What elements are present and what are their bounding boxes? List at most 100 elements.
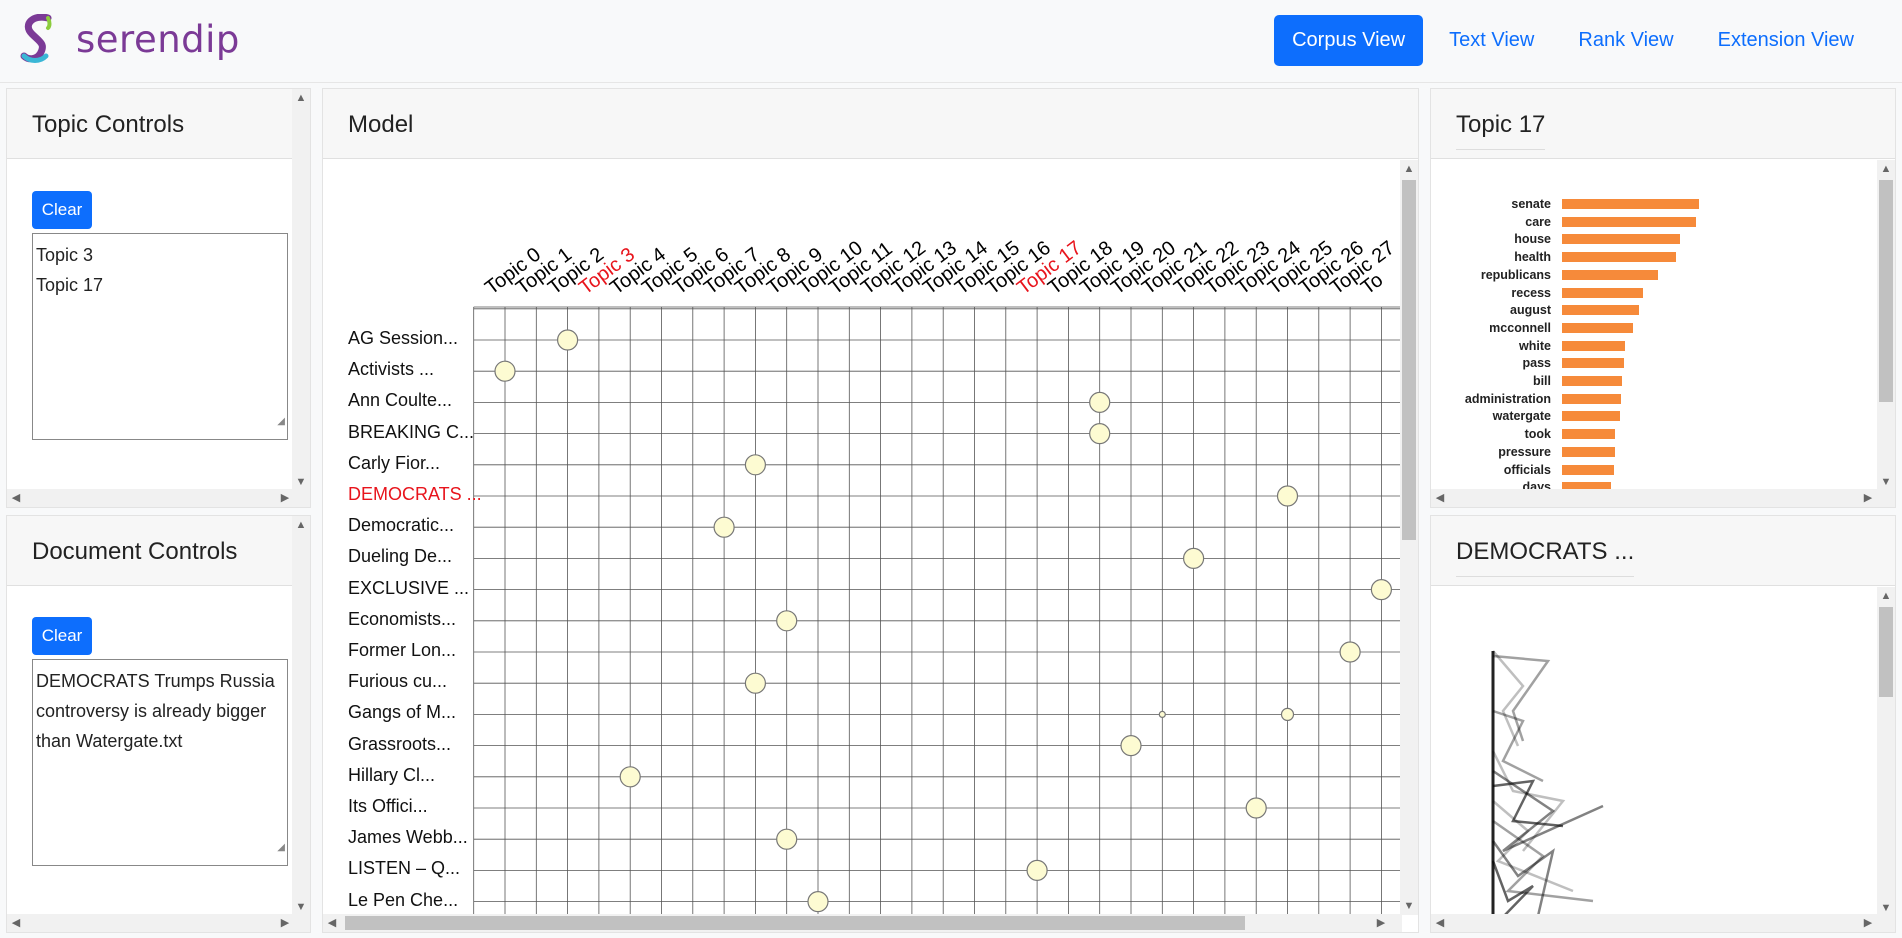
horizontal-scrollbar[interactable]: ◀ ▶: [323, 914, 1402, 932]
document-topic-lines[interactable]: [1431, 587, 1877, 917]
scroll-left-icon[interactable]: ◀: [11, 492, 21, 504]
topic-word-bar[interactable]: [1562, 305, 1639, 316]
tab-text-view[interactable]: Text View: [1449, 29, 1535, 51]
resize-handle-icon[interactable]: ◢: [277, 416, 285, 427]
topic-proportion-circle[interactable]: [1339, 641, 1361, 663]
scroll-right-icon[interactable]: ▶: [280, 492, 290, 504]
scroll-up-icon[interactable]: ▲: [1880, 163, 1892, 175]
scroll-thumb[interactable]: [1879, 607, 1893, 697]
scroll-down-icon[interactable]: ▼: [295, 901, 307, 913]
scroll-down-icon[interactable]: ▼: [1880, 902, 1892, 914]
topic-word-bar[interactable]: [1562, 269, 1658, 280]
scroll-left-icon[interactable]: ◀: [1435, 492, 1445, 504]
horizontal-scrollbar[interactable]: ◀ ▶: [1431, 914, 1895, 932]
topic-word-bar[interactable]: [1562, 376, 1623, 386]
topic-proportion-circle[interactable]: [1158, 710, 1166, 719]
document-row-label[interactable]: Economists...: [348, 608, 457, 629]
document-row-label[interactable]: BREAKING C...: [348, 421, 475, 442]
selected-topics-textarea[interactable]: Topic 3 Topic 17 ◢: [32, 233, 288, 440]
brand[interactable]: serendip: [20, 14, 240, 64]
topic-word-bar[interactable]: [1562, 199, 1699, 209]
topic-word-bar[interactable]: [1562, 322, 1634, 333]
scroll-right-icon[interactable]: ▶: [1376, 917, 1386, 929]
topic-word-bar[interactable]: [1562, 482, 1612, 491]
document-row-label[interactable]: Hillary Cl...: [348, 764, 436, 785]
clear-documents-button[interactable]: Clear: [32, 617, 92, 655]
scroll-down-icon[interactable]: ▼: [1880, 476, 1892, 488]
topic-word-bar[interactable]: [1562, 464, 1615, 475]
tab-corpus-view[interactable]: Corpus View: [1274, 15, 1424, 66]
topic-word-bar[interactable]: [1562, 393, 1621, 404]
document-row-label[interactable]: Activists ...: [348, 359, 435, 380]
topic-word-bar[interactable]: [1562, 287, 1643, 298]
scroll-up-icon[interactable]: ▲: [295, 519, 307, 531]
document-row-label[interactable]: Ann Coulte...: [348, 390, 453, 411]
document-row-label[interactable]: AG Session...: [348, 328, 459, 348]
topic-proportion-circle[interactable]: [1182, 547, 1205, 569]
topic-word-bar-chart[interactable]: senate care house health republicans recess au…: [1431, 160, 1877, 491]
scroll-up-icon[interactable]: ▲: [1880, 590, 1892, 602]
topic-word-bar[interactable]: [1562, 216, 1697, 227]
horizontal-scrollbar[interactable]: ◀ ▶: [7, 914, 310, 932]
topic-proportion-circle[interactable]: [776, 828, 798, 850]
document-row-label[interactable]: DEMOCRATS ...: [348, 484, 482, 504]
topic-proportion-circle[interactable]: [744, 454, 766, 476]
topic-proportion-circle[interactable]: [713, 516, 735, 538]
topic-proportion-circle[interactable]: [1245, 797, 1267, 819]
topic-proportion-circle[interactable]: [1280, 707, 1295, 722]
vertical-scrollbar[interactable]: ▲ ▼: [292, 516, 310, 916]
document-row-label[interactable]: EXCLUSIVE ...: [348, 577, 470, 598]
vertical-scrollbar[interactable]: ▲ ▼: [1400, 160, 1418, 915]
topic-proportion-circle[interactable]: [557, 329, 579, 351]
scroll-left-icon[interactable]: ◀: [1435, 917, 1445, 929]
topic-proportion-circle[interactable]: [1276, 485, 1299, 507]
document-row-label[interactable]: Its Offici...: [348, 796, 428, 816]
scroll-left-icon[interactable]: ◀: [327, 917, 337, 929]
scroll-down-icon[interactable]: ▼: [1403, 900, 1415, 912]
topic-proportion-circle[interactable]: [494, 360, 516, 382]
horizontal-scrollbar[interactable]: ◀ ▶: [7, 489, 310, 507]
topic-proportion-circle[interactable]: [1370, 579, 1393, 601]
topic-word-bar[interactable]: [1562, 429, 1616, 440]
topic-proportion-circle[interactable]: [776, 610, 798, 632]
document-row-label[interactable]: Grassroots...: [348, 733, 452, 754]
scroll-left-icon[interactable]: ◀: [11, 917, 21, 929]
scroll-thumb[interactable]: [1879, 180, 1893, 402]
document-row-label[interactable]: Democratic...: [348, 515, 455, 536]
topic-word-bar[interactable]: [1562, 340, 1626, 351]
topic-proportion-circle[interactable]: [1089, 423, 1111, 445]
vertical-scrollbar[interactable]: ▲ ▼: [1877, 587, 1895, 917]
topic-word-bar[interactable]: [1562, 252, 1676, 263]
scroll-right-icon[interactable]: ▶: [1863, 492, 1873, 504]
tab-extension-view[interactable]: Extension View: [1717, 29, 1854, 51]
selected-documents-textarea[interactable]: DEMOCRATS Trumps Russia controversy is a…: [32, 659, 288, 866]
document-row-label[interactable]: Le Pen Che...: [348, 889, 459, 910]
topic-word-bar[interactable]: [1562, 446, 1616, 457]
scroll-right-icon[interactable]: ▶: [1863, 917, 1873, 929]
topic-proportion-circle[interactable]: [744, 672, 766, 694]
vertical-scrollbar[interactable]: ▲ ▼: [1877, 160, 1895, 491]
scroll-up-icon[interactable]: ▲: [295, 92, 307, 104]
scroll-right-icon[interactable]: ▶: [280, 917, 290, 929]
document-row-label[interactable]: LISTEN – Q...: [348, 858, 461, 879]
topic-proportion-circle[interactable]: [1089, 391, 1111, 413]
scroll-thumb[interactable]: [345, 916, 1245, 930]
resize-handle-icon[interactable]: ◢: [277, 842, 285, 853]
topic-proportion-circle[interactable]: [619, 766, 641, 788]
topic-word-bar[interactable]: [1562, 234, 1680, 245]
topic-proportion-circle[interactable]: [1026, 859, 1048, 882]
topic-word-bar[interactable]: [1562, 411, 1620, 422]
topic-proportion-circle[interactable]: [807, 890, 829, 913]
topic-document-matrix[interactable]: Topic 0 Topic 1 Topic 2 Topic 3 Topic 4 Topic…: [323, 160, 1400, 915]
scroll-down-icon[interactable]: ▼: [295, 476, 307, 488]
document-row-label[interactable]: Gangs of M...: [348, 702, 457, 723]
document-row-label[interactable]: Dueling De...: [348, 546, 453, 567]
scroll-thumb[interactable]: [1402, 180, 1416, 540]
clear-topics-button[interactable]: Clear: [32, 191, 92, 229]
document-row-label[interactable]: Carly Fior...: [348, 452, 441, 473]
topic-proportion-circle[interactable]: [1120, 734, 1142, 757]
scroll-up-icon[interactable]: ▲: [1403, 163, 1415, 175]
tab-rank-view[interactable]: Rank View: [1578, 29, 1674, 51]
vertical-scrollbar[interactable]: ▲ ▼: [292, 89, 310, 491]
document-row-label[interactable]: Furious cu...: [348, 671, 448, 692]
